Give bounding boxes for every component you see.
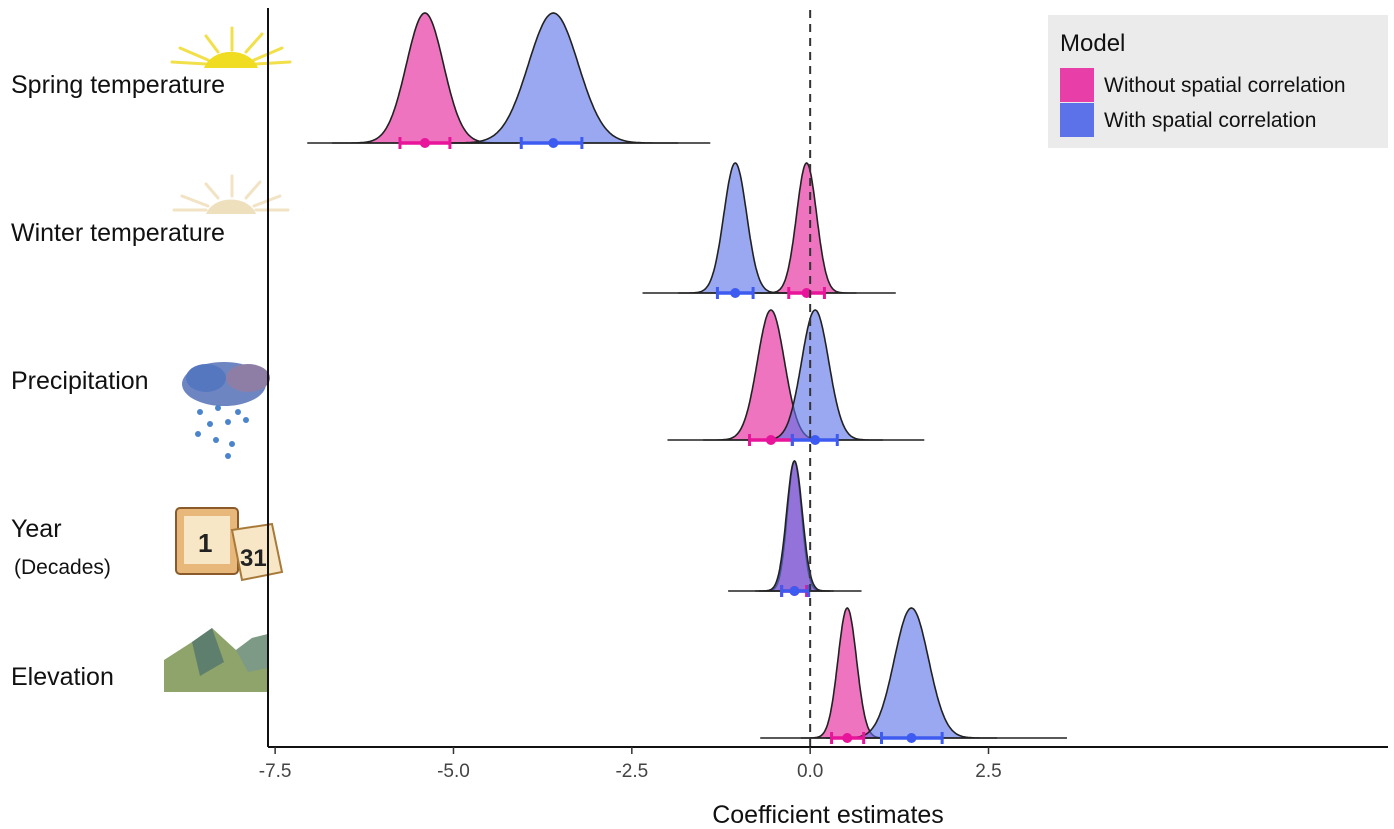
legend-title: Model [1060, 30, 1125, 57]
mean-point [810, 435, 821, 445]
density-without-spatial [756, 162, 857, 294]
calendar-icon: 1 31 [175, 507, 284, 582]
x-tick-label: -2.5 [615, 761, 648, 782]
x-tick-label: 2.5 [975, 761, 1001, 782]
mountain-icon [164, 628, 268, 692]
ridge-row [667, 309, 925, 446]
mean-point [801, 288, 812, 298]
legend-swatch-without [1060, 68, 1094, 102]
mean-point [419, 138, 430, 148]
legend-label-with: With spatial correlation [1104, 109, 1316, 132]
mean-point [765, 435, 776, 445]
mean-point [789, 586, 800, 596]
x-tick-label: -5.0 [437, 761, 470, 782]
density-with-spatial [428, 12, 679, 144]
svg-text:31: 31 [240, 545, 267, 572]
legend-label-without: Without spatial correlation [1104, 74, 1346, 97]
row-label: Elevation [11, 663, 114, 691]
ridge-row [307, 12, 711, 149]
ridge-row [760, 607, 1067, 744]
row-label: Spring temperature [11, 71, 225, 99]
sun-icon [170, 26, 292, 68]
row-sublabel: (Decades) [14, 556, 111, 579]
density-without-spatial [332, 12, 518, 144]
mean-point [906, 733, 917, 743]
density-ridges [307, 12, 1067, 744]
svg-text:1: 1 [198, 528, 212, 558]
x-axis-title: Coefficient estimates [712, 801, 944, 829]
row-label: Year [11, 515, 62, 543]
row-label: Precipitation [11, 367, 149, 395]
rain-cloud-icon [182, 362, 270, 459]
mean-point [730, 288, 741, 298]
row-labels: Spring temperature Winter temperature Prec… [11, 71, 225, 691]
mean-point [842, 733, 853, 743]
x-tick-label: 0.0 [797, 761, 823, 782]
mean-point [548, 138, 559, 148]
legend-swatch-with [1060, 103, 1094, 137]
ridge-row [642, 162, 896, 299]
faded-sun-icon [172, 174, 290, 214]
ridge-row [728, 460, 862, 597]
x-tick-label: -7.5 [259, 761, 292, 782]
legend: Model Without spatial correlation With s… [1048, 15, 1388, 148]
row-label: Winter temperature [11, 219, 225, 247]
density-with-spatial [678, 162, 793, 294]
x-axis-ticks: -7.5 -5.0 -2.5 0.0 2.5 [259, 747, 1002, 782]
legend-background [1048, 15, 1388, 148]
density-with-spatial [755, 460, 834, 592]
